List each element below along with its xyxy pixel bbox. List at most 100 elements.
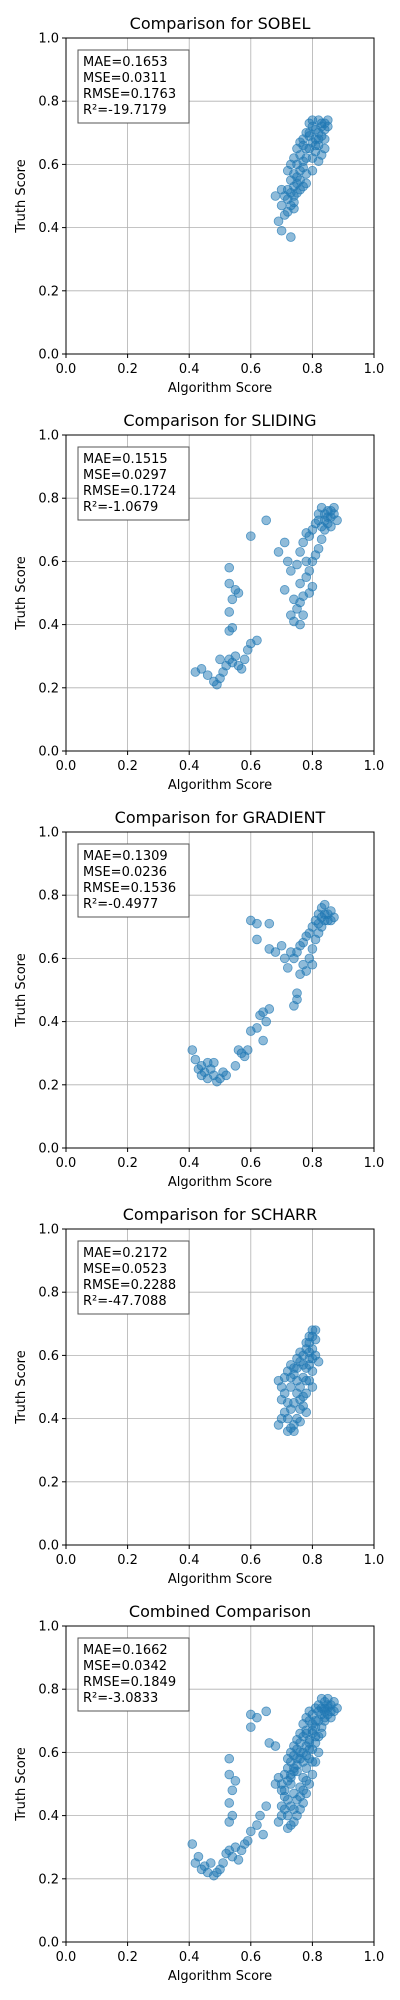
x-tick-label: 0.6 [240,362,261,377]
plot-frame [65,831,375,1149]
data-point [286,200,296,211]
stats-line: MSE=0.0523 [83,1262,167,1277]
data-point [310,1716,321,1726]
data-point [252,934,262,945]
data-point [270,947,281,957]
data-point [202,1057,213,1068]
y-tick-label: 0.6 [38,555,59,570]
stats-line: RMSE=0.1724 [83,484,176,499]
y-tick-label: 0.6 [38,158,59,173]
data-point [264,1004,275,1014]
chart-title: Combined Comparison [129,1602,311,1621]
data-point [261,1801,272,1811]
chart-title: Comparison for GRADIENT [115,808,326,827]
data-point [205,1858,216,1868]
stats-line: R²=-19.7179 [83,103,167,118]
data-point [292,143,302,154]
y-tick-label: 0.2 [38,1078,59,1093]
x-tick-label: 0.4 [179,362,200,377]
data-point [301,1375,312,1386]
stats-box [77,49,190,124]
data-point [307,944,318,954]
y-tick-label: 0.2 [38,1872,59,1887]
plot-frame [65,37,375,355]
x-tick-label: 1.0 [364,1950,385,1965]
data-point [261,1706,272,1717]
data-point [316,1728,327,1739]
data-point [270,1779,281,1789]
stats-line: MAE=0.1653 [83,55,168,70]
stats-line: MSE=0.0236 [83,865,167,880]
data-point [224,1753,235,1764]
x-axis-label: Algorithm Score [168,1969,272,1984]
data-point [252,1023,262,1033]
data-point [252,918,262,929]
data-point [307,959,318,970]
data-point [286,1372,296,1383]
y-tick-label: 0.8 [38,1683,59,1698]
plot-frame [65,434,375,752]
data-point [316,912,327,923]
data-point [276,1785,287,1796]
x-tick-label: 0.2 [117,362,138,377]
data-point [286,947,296,957]
data-point [227,1785,238,1796]
stats-box [77,843,190,918]
chart-title: Comparison for SLIDING [123,411,316,430]
x-tick-label: 0.6 [240,759,261,774]
data-point [276,200,287,211]
data-point [252,1820,262,1830]
data-point [193,1851,204,1862]
data-point [298,1719,308,1729]
data-point [301,556,312,567]
data-point [270,1741,281,1751]
stats-line: RMSE=0.2288 [83,1278,176,1293]
x-tick-label: 0.6 [240,1950,261,1965]
chart-panel-0: Comparison for SOBEL 0.0 0.2 0.4 0.6 0.8 1.0 0.… [14,14,384,396]
data-point [307,1382,318,1392]
y-tick-label: 1.0 [38,1620,59,1635]
data-point [295,619,305,630]
stats-line: MSE=0.0297 [83,468,167,483]
y-tick-label: 0.8 [38,95,59,110]
data-point [255,1810,265,1821]
x-tick-label: 0.4 [179,1950,200,1965]
x-tick-label: 0.4 [179,1156,200,1171]
stats-line: MAE=0.1662 [83,1643,168,1658]
data-point [230,1061,241,1071]
x-tick-label: 0.6 [240,1156,261,1171]
data-point [236,664,247,674]
y-tick-label: 0.0 [38,1936,59,1951]
x-tick-label: 0.2 [117,1553,138,1568]
data-point [276,184,287,195]
x-tick-label: 0.2 [117,1156,138,1171]
data-point [332,515,342,526]
data-point [233,1855,244,1865]
data-point [301,528,312,538]
data-point [187,1839,198,1849]
x-axis-label: Algorithm Score [168,778,272,793]
data-point [230,651,241,661]
data-point [196,664,207,674]
x-tick-label: 0.6 [240,1553,261,1568]
x-tick-label: 0.4 [179,1553,200,1568]
data-point [246,1722,256,1732]
stats-line: RMSE=0.1536 [83,881,176,896]
data-point [329,1706,339,1717]
y-tick-label: 0.4 [38,1809,59,1824]
data-point [215,654,225,665]
y-tick-label: 0.0 [38,1142,59,1157]
y-axis-label: Truth Score [14,1747,29,1822]
stats-box [77,446,190,521]
stats-box [77,1240,190,1315]
data-point [298,1785,308,1796]
chart-panel-2: Comparison for GRADIENT 0.0 0.2 0.4 0.6 0.8 1.… [14,808,384,1190]
data-point [282,1413,293,1424]
data-point [282,1810,293,1821]
x-axis-label: Algorithm Score [168,1175,272,1190]
data-point [316,118,327,129]
y-tick-label: 0.4 [38,221,59,236]
data-point [264,918,275,929]
y-tick-label: 0.2 [38,1475,59,1490]
